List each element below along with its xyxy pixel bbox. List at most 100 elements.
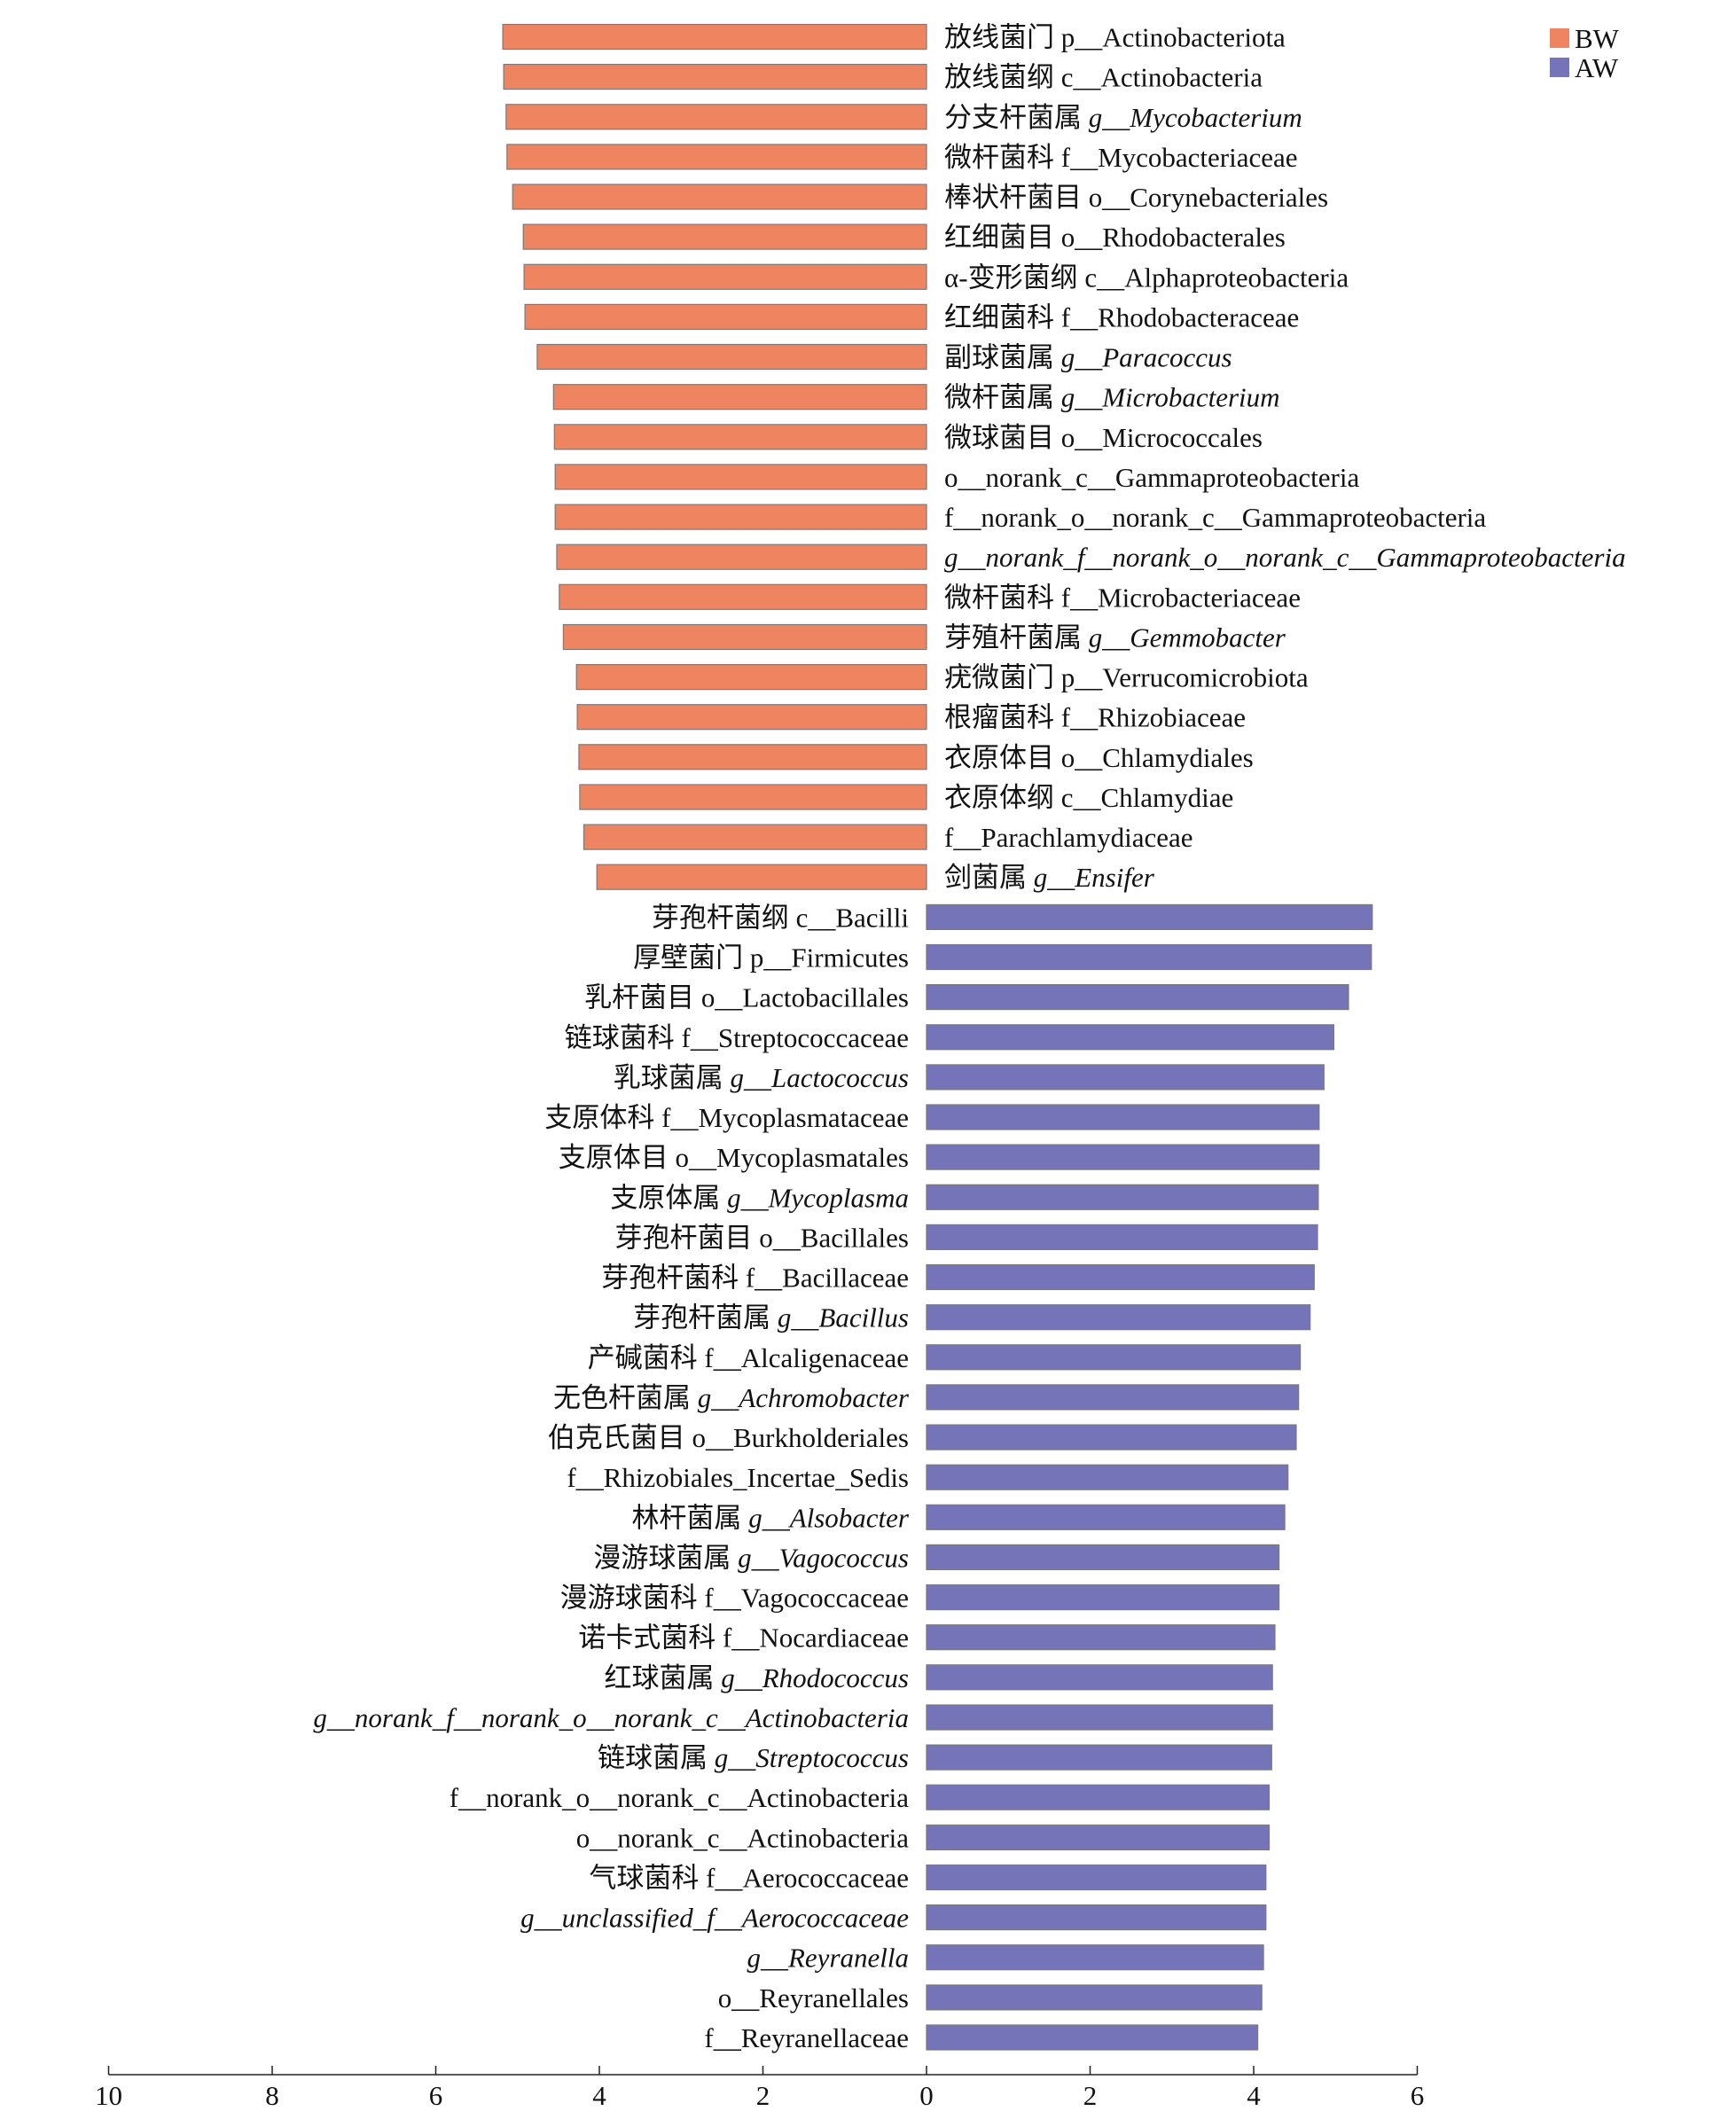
bar-aw-11 — [926, 1344, 1302, 1371]
category-label-aw-14: f__Rhizobiales_Incertae_Sedis — [567, 1462, 909, 1493]
bar-aw-14 — [926, 1464, 1289, 1490]
x-tick-label-0: 10 — [95, 2080, 122, 2111]
bar-bw-11 — [554, 464, 927, 490]
legend-label-aw: AW — [1575, 52, 1619, 83]
category-label-bw-0: 放线菌门 p__Actinobacteriota — [944, 22, 1286, 53]
bar-aw-9 — [926, 1263, 1315, 1291]
category-label-bw-4: 棒状杆菌目 o__Corynebacteriales — [944, 182, 1328, 213]
bar-aw-13 — [926, 1424, 1297, 1450]
category-label-bw-2: 分支杆菌属 g__Mycobacterium — [944, 102, 1302, 133]
bar-aw-8 — [926, 1224, 1318, 1251]
bar-aw-26 — [926, 1944, 1264, 1971]
bar-aw-16 — [926, 1544, 1280, 1571]
bar-aw-24 — [926, 1864, 1267, 1891]
legend-label-bw: BW — [1575, 23, 1620, 54]
category-label-bw-11: o__norank_c__Gammaproteobacteria — [944, 462, 1359, 493]
category-label-bw-19: 衣原体纲 c__Chlamydiae — [944, 782, 1233, 813]
category-label-aw-9: 芽孢杆菌科 f__Bacillaceae — [601, 1263, 909, 1294]
bar-aw-25 — [926, 1904, 1267, 1931]
category-label-bw-14: 微杆菌科 f__Microbacteriaceae — [944, 582, 1301, 613]
category-label-aw-22: f__norank_o__norank_c__Actinobacteria — [450, 1782, 909, 1813]
bar-bw-5 — [522, 223, 927, 250]
category-label-aw-20: g__norank_f__norank_o__norank_c__Actinob… — [313, 1702, 909, 1733]
category-label-aw-7: 支原体属 g__Mycoplasma — [610, 1182, 909, 1213]
category-label-bw-10: 微球菌目 o__Micrococcales — [944, 422, 1263, 453]
x-tick-label-4: 2 — [756, 2080, 770, 2111]
x-tick-label-8: 6 — [1411, 2080, 1425, 2111]
category-label-aw-18: 诺卡式菌科 f__Nocardiaceae — [578, 1622, 909, 1654]
x-axis: 10 8 6 4 2 0 2 4 6 — [95, 2066, 1424, 2111]
bar-aw-3 — [926, 1024, 1334, 1051]
category-label-aw-23: o__norank_c__Actinobacteria — [576, 1822, 910, 1853]
category-label-aw-16: 漫游球菌属 g__Vagococcus — [593, 1542, 909, 1573]
bar-bw-13 — [556, 543, 927, 570]
bar-bw-1 — [503, 63, 927, 90]
bar-aw-18 — [926, 1624, 1276, 1651]
category-label-bw-21: 剑菌属 g__Ensifer — [944, 862, 1155, 893]
bar-bw-17 — [576, 704, 927, 731]
x-tick-label-5: 0 — [919, 2080, 934, 2111]
category-label-aw-1: 厚壁菌门 p__Firmicutes — [633, 942, 909, 973]
bar-aw-19 — [926, 1664, 1273, 1691]
category-label-aw-13: 伯克氏菌目 o__Burkholderiales — [548, 1422, 909, 1453]
bar-aw-22 — [926, 1784, 1271, 1810]
bar-aw-5 — [926, 1104, 1320, 1130]
category-label-aw-12: 无色杆菌属 g__Achromobacter — [553, 1382, 910, 1413]
bar-bw-9 — [552, 384, 927, 411]
category-label-bw-18: 衣原体目 o__Chlamydiales — [944, 742, 1254, 773]
bar-aw-15 — [926, 1504, 1286, 1530]
category-label-bw-5: 红细菌目 o__Rhodobacterales — [944, 222, 1286, 253]
category-label-aw-28: f__Reyranellaceae — [704, 2022, 909, 2053]
category-label-aw-25: g__unclassified_f__Aerococcaceae — [520, 1903, 909, 1934]
bar-aw-1 — [926, 943, 1372, 971]
bar-aw-0 — [926, 903, 1373, 931]
x-tick-label-7: 4 — [1247, 2080, 1261, 2111]
x-tick-label-1: 8 — [265, 2080, 279, 2111]
bar-bw-18 — [578, 744, 927, 770]
bar-bw-15 — [562, 623, 927, 651]
category-label-bw-7: 红细菌科 f__Rhodobacteraceae — [944, 301, 1299, 332]
category-label-aw-15: 林杆菌属 g__Alsobacter — [631, 1502, 909, 1533]
bar-aw-2 — [926, 983, 1349, 1011]
category-label-bw-9: 微杆菌属 g__Microbacterium — [944, 382, 1280, 413]
category-label-aw-2: 乳杆菌目 o__Lactobacillales — [584, 982, 909, 1013]
bar-bw-19 — [579, 784, 927, 810]
bar-bw-4 — [512, 184, 927, 210]
category-label-aw-8: 芽孢杆菌目 o__Bacillales — [615, 1222, 909, 1253]
x-tick-label-3: 4 — [592, 2080, 606, 2111]
bar-bw-10 — [553, 424, 927, 450]
category-label-aw-6: 支原体目 o__Mycoplasmatales — [559, 1142, 909, 1173]
category-label-aw-19: 红球菌属 g__Rhodococcus — [604, 1662, 909, 1693]
bar-bw-20 — [583, 824, 927, 850]
bar-aw-27 — [926, 1984, 1263, 2011]
bar-bw-3 — [506, 144, 927, 170]
category-label-aw-27: o__Reyranellales — [718, 1982, 909, 2013]
bar-bw-21 — [596, 864, 927, 890]
bar-aw-20 — [926, 1704, 1273, 1731]
category-label-aw-26: g__Reyranella — [747, 1943, 909, 1974]
bars-group — [502, 23, 1373, 2051]
bar-bw-7 — [524, 303, 927, 330]
category-label-aw-17: 漫游球菌科 f__Vagococcaceae — [560, 1583, 909, 1614]
bar-bw-6 — [523, 263, 927, 290]
category-label-aw-11: 产碱菌科 f__Alcaligenaceae — [588, 1342, 909, 1373]
bar-aw-4 — [926, 1064, 1325, 1091]
category-label-bw-16: 疣微菌门 p__Verrucomicrobiota — [944, 662, 1309, 693]
category-label-bw-17: 根瘤菌科 f__Rhizobiaceae — [944, 702, 1246, 733]
bar-aw-10 — [926, 1304, 1311, 1331]
bar-aw-12 — [926, 1384, 1300, 1411]
bar-aw-28 — [926, 2024, 1259, 2051]
bar-bw-2 — [505, 104, 927, 130]
category-label-bw-15: 芽殖杆菌属 g__Gemmobacter — [944, 622, 1286, 653]
category-label-aw-5: 支原体科 f__Mycoplasmataceae — [544, 1102, 909, 1133]
category-label-aw-3: 链球菌科 f__Streptococcaceae — [565, 1022, 909, 1053]
legend-swatch-bw — [1550, 28, 1569, 48]
category-label-aw-10: 芽孢杆菌属 g__Bacillus — [633, 1302, 909, 1333]
category-label-bw-8: 副球菌属 g__Paracoccus — [944, 342, 1232, 373]
category-label-bw-13: g__norank_f__norank_o__norank_c__Gammapr… — [944, 542, 1626, 573]
bar-bw-8 — [536, 343, 927, 371]
bar-aw-6 — [926, 1144, 1320, 1170]
category-label-aw-4: 乳球菌属 g__Lactococcus — [614, 1062, 909, 1093]
bar-bw-16 — [575, 663, 927, 691]
